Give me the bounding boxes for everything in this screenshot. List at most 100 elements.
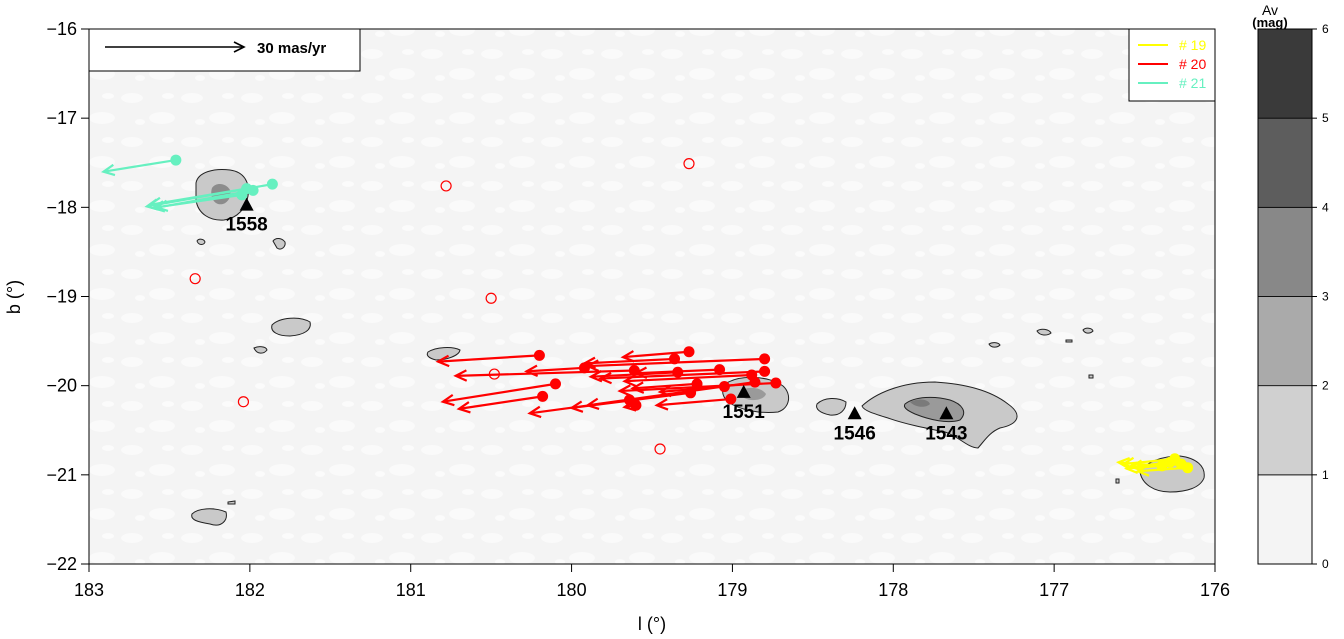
series-20-arrow-head	[654, 398, 669, 411]
series-20-arrow-shaft	[590, 371, 678, 378]
colorbar-segment	[1257, 296, 1313, 387]
cloud-small-1	[196, 238, 206, 245]
cloud-labels: 1558 1551 1546 1543	[225, 197, 968, 444]
series-20-point	[759, 353, 771, 365]
cloud-small-4	[253, 346, 268, 354]
legend-label: # 20	[1179, 56, 1206, 72]
y-tick-label: −19	[46, 287, 77, 307]
series-20-point	[683, 346, 695, 358]
series-20-point	[714, 364, 726, 376]
series-19-arrow-head	[1128, 459, 1144, 472]
y-tick-label: −21	[46, 465, 77, 485]
scale-box-frame	[88, 28, 361, 72]
series-20-point	[749, 376, 761, 388]
x-tick-label: 178	[878, 580, 908, 600]
cloud-marker-triangle	[939, 406, 954, 420]
series-21-arrow-shaft	[156, 193, 242, 209]
legend-label: # 19	[1179, 37, 1206, 53]
series-20-arrow-head	[456, 401, 471, 414]
cloud-marker-triangle	[239, 197, 254, 211]
y-tick-label: −18	[46, 197, 77, 217]
series-20-point	[549, 378, 561, 390]
series-20-arrow-head	[527, 405, 542, 419]
series-20-open-point	[237, 396, 250, 408]
cloud-small-13	[227, 500, 236, 505]
colorbar-title-mag: (mag)	[1252, 15, 1287, 30]
series-20-point	[725, 393, 737, 405]
cloud-small-9	[1065, 339, 1073, 343]
cloud-1546	[816, 398, 847, 416]
x-tick-label: 179	[717, 580, 747, 600]
y-tick-label: −22	[46, 554, 77, 574]
colorbar-title-av: Av	[1262, 2, 1278, 18]
cloud-label: 1546	[834, 423, 876, 444]
series-20-point	[759, 365, 771, 377]
series-20-arrow-shaft	[600, 370, 765, 380]
y-axis: −22 −21 −20 −19 −18 −17 −16	[46, 19, 90, 574]
series-20-arrow-shaft	[632, 382, 698, 390]
x-tick-label: 177	[1039, 580, 1069, 600]
series-20-arrow-head	[617, 384, 632, 397]
series-20-open-point	[654, 443, 666, 455]
series-20-arrow-shaft	[455, 369, 635, 377]
cloud-small-6	[988, 342, 1001, 348]
series-21-point	[266, 178, 278, 190]
series-21-point	[247, 184, 259, 196]
cloud-small-3	[271, 317, 311, 337]
x-tick-label: 180	[557, 580, 587, 600]
series-19-arrow-head	[1115, 457, 1131, 470]
series-21-point	[170, 154, 182, 166]
cloud-small-2	[272, 238, 286, 250]
series-21-arrow-head	[100, 163, 116, 177]
series-20-arrow-head	[524, 364, 539, 377]
cloud-small-10	[1088, 374, 1094, 379]
x-axis-label: l (°)	[638, 614, 666, 634]
colorbar-tick-label: 2	[1322, 379, 1329, 393]
series-20-arrow-head	[597, 371, 612, 385]
colorbar-segment	[1257, 474, 1313, 565]
cloud-1543-core2	[910, 399, 930, 407]
cloud-label: 1551	[723, 402, 766, 423]
series-20-point	[578, 362, 590, 374]
series-20-point	[628, 365, 640, 377]
series-20-arrow-shaft	[529, 398, 630, 415]
series-21-arrow-head	[154, 199, 169, 212]
series-20-point	[691, 378, 703, 390]
x-tick-label: 183	[74, 580, 104, 600]
cloud-small-12	[191, 508, 227, 526]
colorbar-segment	[1257, 28, 1313, 119]
series-20-arrow-head	[453, 369, 468, 382]
x-tick-label: 182	[235, 580, 265, 600]
series-20-arrow-head	[630, 381, 645, 394]
cloud-small-8	[1082, 327, 1094, 334]
series-20-open-point	[189, 273, 201, 285]
cloud-small-11	[1115, 478, 1120, 484]
plot-background	[89, 29, 1215, 564]
cloud-marker-triangle	[847, 406, 862, 420]
series-20-point	[669, 353, 681, 365]
x-axis: 183 182 181 180 179 178 177 176	[74, 563, 1230, 600]
series-19-arrow-shaft	[1131, 461, 1171, 468]
series-20-arrow-shaft	[458, 395, 543, 410]
series-21-point	[236, 189, 248, 201]
colorbar-tick-label: 4	[1322, 200, 1329, 214]
plot-area: 1558 1551 1546 1543	[89, 29, 1215, 564]
series-20-arrow-shaft	[437, 354, 540, 363]
data-marks	[100, 154, 1194, 477]
scale-arrow-label: 30 mas/yr	[257, 40, 326, 57]
colorbar-tick-label: 5	[1322, 111, 1329, 125]
legend-label: # 21	[1179, 75, 1206, 91]
scale-arrow-head	[233, 41, 246, 53]
series-20-point	[533, 349, 545, 361]
y-tick-label: −16	[46, 19, 77, 39]
y-tick-label: −17	[46, 108, 77, 128]
y-axis-label: b (°)	[4, 280, 24, 314]
series-20-arrow-shaft	[442, 382, 556, 403]
series-20-arrow-head	[440, 393, 455, 407]
series-20-arrow-head	[588, 370, 603, 383]
series-21-arrow-head	[150, 200, 166, 213]
series-20-open-point	[485, 292, 497, 304]
series-20-open-point	[440, 180, 452, 192]
series-20-open-point	[683, 158, 695, 170]
